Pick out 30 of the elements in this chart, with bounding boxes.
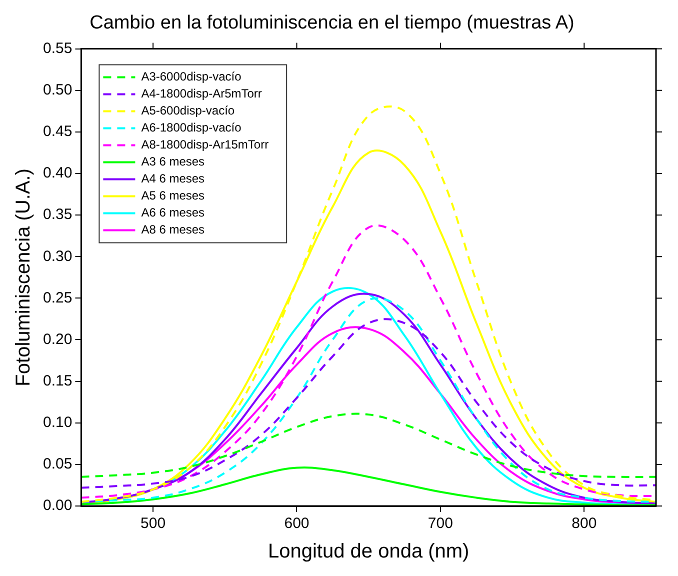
y-tick-label: 0.10 (42, 414, 72, 432)
x-axis-title: Longitud de onda (nm) (268, 540, 470, 563)
y-tick-label: 0.25 (42, 289, 72, 306)
chart-title: Cambio en la fotoluminiscencia en el tiempo (muestras A) (90, 12, 574, 34)
legend-label: A5 6 meses (141, 188, 205, 203)
y-tick-label: 0.05 (42, 456, 72, 473)
y-tick-label: 0.55 (42, 40, 72, 57)
legend-label: A8-1800disp-Ar15mTorr (141, 138, 269, 152)
y-tick-label: 0.30 (42, 248, 72, 265)
legend-label: A5-600disp-vacío (141, 104, 235, 118)
y-tick-label: 0.20 (42, 330, 72, 348)
legend-label: A6 6 meses (141, 206, 205, 220)
x-tick-label: 500 (140, 515, 166, 532)
y-axis-title: Fotoluminiscencia (U.A.) (12, 168, 35, 386)
legend-label: A8 6 meses (141, 222, 205, 237)
legend-label: A3 6 meses (141, 154, 205, 169)
y-tick-label: 0.50 (42, 82, 72, 99)
x-tick-label: 700 (428, 515, 453, 532)
x-tick-label: 800 (572, 515, 597, 532)
legend-label: A4-1800disp-Ar5mTorr (141, 86, 262, 101)
legend-label: A4 6 meses (141, 172, 205, 186)
legend-label: A3-6000disp-vacío (141, 70, 242, 84)
y-tick-label: 0.00 (42, 497, 72, 514)
y-tick-label: 0.40 (42, 164, 72, 182)
y-tick-label: 0.35 (42, 206, 72, 224)
y-tick-label: 0.45 (42, 123, 72, 140)
legend-label: A6-1800disp-vacío (141, 120, 242, 135)
x-tick-label: 600 (284, 515, 310, 532)
y-tick-label: 0.15 (42, 372, 72, 390)
line-series (81, 412, 656, 478)
